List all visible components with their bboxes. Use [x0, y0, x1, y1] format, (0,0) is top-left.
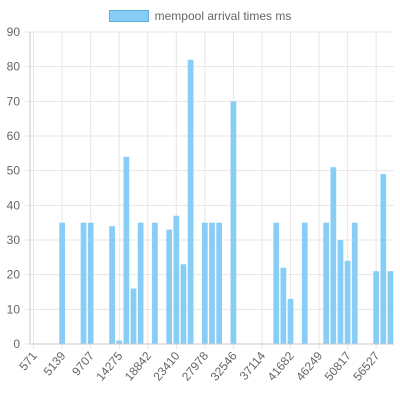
- x-tick-label: 18842: [122, 349, 154, 384]
- bar[interactable]: [287, 298, 294, 344]
- bar[interactable]: [59, 222, 65, 344]
- bar[interactable]: [280, 267, 287, 344]
- x-tick-label: 46249: [293, 349, 325, 384]
- bar[interactable]: [116, 340, 123, 344]
- y-tick-label: 70: [7, 94, 21, 108]
- x-tick-label: 41682: [265, 349, 297, 384]
- axes: [29, 32, 394, 345]
- y-tick-label: 20: [7, 268, 21, 282]
- bar[interactable]: [209, 222, 215, 344]
- bar[interactable]: [202, 222, 208, 344]
- bar[interactable]: [351, 222, 358, 344]
- bar[interactable]: [166, 229, 173, 344]
- legend-swatch: [108, 10, 149, 22]
- bar[interactable]: [387, 271, 394, 344]
- x-tick-label: 571: [16, 349, 40, 374]
- y-tick-label: 40: [7, 198, 21, 212]
- bar[interactable]: [323, 222, 330, 344]
- bar[interactable]: [330, 167, 337, 344]
- x-tick-label: 27978: [179, 349, 211, 384]
- bar[interactable]: [344, 260, 351, 344]
- bar[interactable]: [137, 222, 144, 344]
- x-tick-label: 14275: [93, 349, 125, 384]
- x-tick-label: 56527: [350, 349, 382, 384]
- y-tick-label: 0: [13, 337, 20, 351]
- bar[interactable]: [273, 222, 280, 344]
- bar[interactable]: [109, 226, 115, 344]
- legend[interactable]: mempool arrival times ms: [0, 8, 400, 24]
- bar[interactable]: [173, 215, 180, 344]
- bar[interactable]: [80, 222, 87, 344]
- bar[interactable]: [130, 288, 137, 344]
- bar[interactable]: [337, 240, 344, 344]
- y-tick-label: 10: [7, 302, 21, 316]
- x-tick-label: 23410: [150, 349, 182, 384]
- bar[interactable]: [380, 174, 387, 344]
- y-tick-label: 80: [7, 60, 21, 74]
- x-tick-label: 50817: [322, 349, 354, 384]
- bar[interactable]: [230, 101, 237, 344]
- y-tick-labels: 0 10 20 30 40 50 60 70 80 90: [7, 25, 21, 351]
- y-tick-label: 60: [7, 129, 21, 143]
- y-tick-label: 90: [7, 25, 21, 39]
- bar[interactable]: [123, 156, 130, 344]
- x-tick-label: 32546: [208, 349, 240, 384]
- bar[interactable]: [301, 222, 308, 344]
- x-tick-labels: 571 5139 970714275188422341027978325463711…: [16, 349, 382, 384]
- y-tick-label: 50: [7, 164, 21, 178]
- bar[interactable]: [152, 222, 158, 344]
- bar[interactable]: [87, 222, 94, 344]
- y-tick-label: 30: [7, 233, 21, 247]
- bar[interactable]: [373, 271, 380, 344]
- x-tick-label: 37114: [237, 349, 269, 383]
- bar[interactable]: [187, 59, 194, 344]
- bars: [59, 59, 394, 344]
- legend-label: mempool arrival times ms: [154, 9, 292, 23]
- x-tick-label: 5139: [41, 349, 69, 379]
- bar[interactable]: [180, 264, 187, 344]
- bar[interactable]: [216, 222, 222, 344]
